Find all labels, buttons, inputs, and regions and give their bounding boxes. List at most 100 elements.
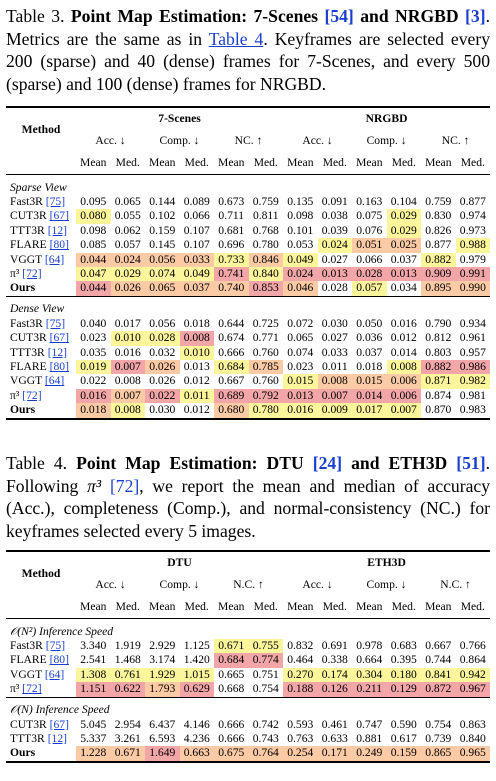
value-cell: 0.029 (386, 209, 422, 224)
value-cell: 0.089 (183, 195, 210, 208)
citation-link[interactable]: [64] (44, 667, 65, 681)
value-cell: 3.174 (149, 653, 176, 667)
value-cell: 0.663 (179, 746, 214, 763)
value-cell: 0.023 (80, 331, 107, 345)
value-cell: 0.044 (76, 252, 111, 268)
method-cell: FLARE [80] (6, 653, 76, 667)
table4-caption-pi: π³ (87, 475, 102, 496)
citation-link[interactable]: [12] (47, 223, 68, 237)
citation-link[interactable]: [80] (49, 360, 69, 374)
value-cell: 0.029 (386, 223, 422, 239)
table-row: FLARE [80] 0.019 0.007 0.026 0.013 0.684 0.785… (6, 360, 491, 375)
method-name: Ours (10, 746, 36, 760)
value-cell: 0.934 (459, 316, 486, 330)
subheader-cell: Med. (110, 152, 145, 175)
value-cell: 0.049 (283, 252, 318, 268)
table3-caption-title: Point Map Estimation: 7-Scenes (70, 6, 319, 26)
citation-link[interactable]: [12] (47, 732, 68, 746)
citation-link[interactable]: [64] (44, 374, 65, 388)
table4-ref-pi3[interactable]: [72] (109, 475, 140, 496)
value-cell: 0.049 (179, 267, 214, 282)
value-cell: 0.024 (317, 238, 353, 253)
value-cell: 2.954 (114, 717, 141, 731)
citation-link[interactable]: [67] (49, 331, 69, 345)
table-row: Ours 0.044 0.026 0.065 0.037 0.740 0.853 0.046 0… (6, 281, 491, 297)
value-cell: 0.027 (321, 252, 348, 266)
value-cell: 0.019 (76, 360, 111, 375)
value-cell: 0.270 (283, 667, 318, 683)
group-title: 𝒪(N) Inference Speed (10, 703, 110, 717)
group-title: 𝒪(N²) Inference Speed (10, 624, 114, 638)
dataset-header: DTU (76, 550, 284, 574)
method-cell: VGGT [64] (6, 668, 76, 682)
value-cell: 0.882 (421, 252, 456, 268)
table3-ref-7scenes[interactable]: [54] (324, 6, 354, 26)
table-row: TTT3R [12] 0.098 0.062 0.159 0.107 0.681 0.768… (6, 223, 490, 239)
subheader-cell: Mean (76, 152, 111, 175)
table-row: Fast3R [75] 0.040 0.017 0.056 0.018 0.644 0.72… (6, 317, 490, 331)
value-cell: 0.145 (149, 238, 176, 252)
table-row: VGGT [64] 0.022 0.008 0.026 0.012 0.667 0.760 0… (6, 374, 491, 389)
subheader-cell: Med. (110, 596, 145, 619)
subheader-cell: Med. (248, 152, 284, 175)
table4-caption-body1: . Following (6, 453, 490, 496)
citation-link[interactable]: [12] (47, 345, 68, 359)
value-cell: 2.929 (149, 639, 176, 652)
value-cell: 0.863 (459, 717, 486, 731)
value-cell: 0.249 (352, 746, 387, 763)
value-cell: 0.037 (390, 252, 417, 266)
value-cell: 1.151 (76, 682, 111, 698)
table3-ref-nrgbd[interactable]: [3] (465, 6, 486, 26)
value-cell: 0.029 (110, 267, 145, 282)
value-cell: 0.023 (287, 360, 314, 374)
value-cell: 0.022 (80, 374, 107, 388)
value-cell: 0.755 (248, 639, 284, 654)
value-cell: 0.739 (425, 732, 452, 746)
value-cell: 0.129 (386, 682, 422, 698)
citation-link[interactable]: [72] (22, 267, 42, 281)
subheader-cell: Med. (455, 152, 491, 175)
citation-link[interactable]: [72] (22, 388, 42, 402)
table-row: VGGT [64] 0.044 0.024 0.056 0.033 0.733 0.846 0… (6, 252, 490, 268)
method-name: π³ (10, 682, 20, 696)
citation-link[interactable]: [72] (22, 682, 42, 696)
value-cell: 0.008 (386, 360, 422, 375)
citation-link[interactable]: [67] (49, 209, 69, 223)
value-cell: 0.076 (356, 223, 383, 237)
value-cell: 0.102 (149, 209, 176, 223)
metric-header: N.C. ↑ (440, 577, 471, 591)
method-header: Method (6, 550, 76, 596)
value-cell: 0.038 (321, 209, 348, 223)
metric-header: Comp. ↓ (159, 133, 200, 147)
value-cell: 0.033 (179, 252, 214, 268)
value-cell: 0.017 (352, 403, 387, 420)
value-cell: 0.780 (252, 238, 279, 252)
citation-link[interactable]: [75] (45, 316, 66, 330)
table4-link[interactable]: Table 4 (208, 28, 264, 49)
citation-link[interactable]: [80] (49, 653, 69, 667)
table4-ref-eth3d[interactable]: [51] (456, 453, 486, 473)
value-cell: 0.010 (110, 331, 145, 346)
citation-link[interactable]: [75] (45, 195, 66, 208)
table4-ref-dtu[interactable]: [24] (312, 453, 343, 473)
subheader-cell: Med. (179, 152, 214, 175)
table4-caption-title: Point Map Estimation: DTU (76, 453, 304, 473)
citation-link[interactable]: [64] (44, 252, 65, 266)
value-cell: 0.017 (114, 316, 141, 330)
value-cell: 0.012 (179, 403, 214, 420)
subheader-cell: Med. (179, 596, 214, 619)
citation-link[interactable]: [75] (45, 639, 66, 652)
value-cell: 0.683 (390, 639, 417, 652)
value-cell: 0.014 (390, 345, 417, 359)
value-cell: 0.763 (287, 732, 314, 746)
value-cell: 0.974 (459, 209, 486, 223)
metric-header: Acc. ↓ (302, 133, 333, 147)
value-cell: 0.982 (455, 374, 491, 389)
citation-link[interactable]: [80] (49, 238, 69, 252)
subheader-cell: Mean (352, 152, 387, 175)
citation-link[interactable]: [67] (49, 717, 69, 731)
method-name: FLARE (10, 238, 47, 252)
value-cell: 0.055 (114, 209, 141, 223)
method-cell: CUT3R [67] (6, 718, 76, 732)
value-cell: 0.022 (145, 388, 180, 404)
